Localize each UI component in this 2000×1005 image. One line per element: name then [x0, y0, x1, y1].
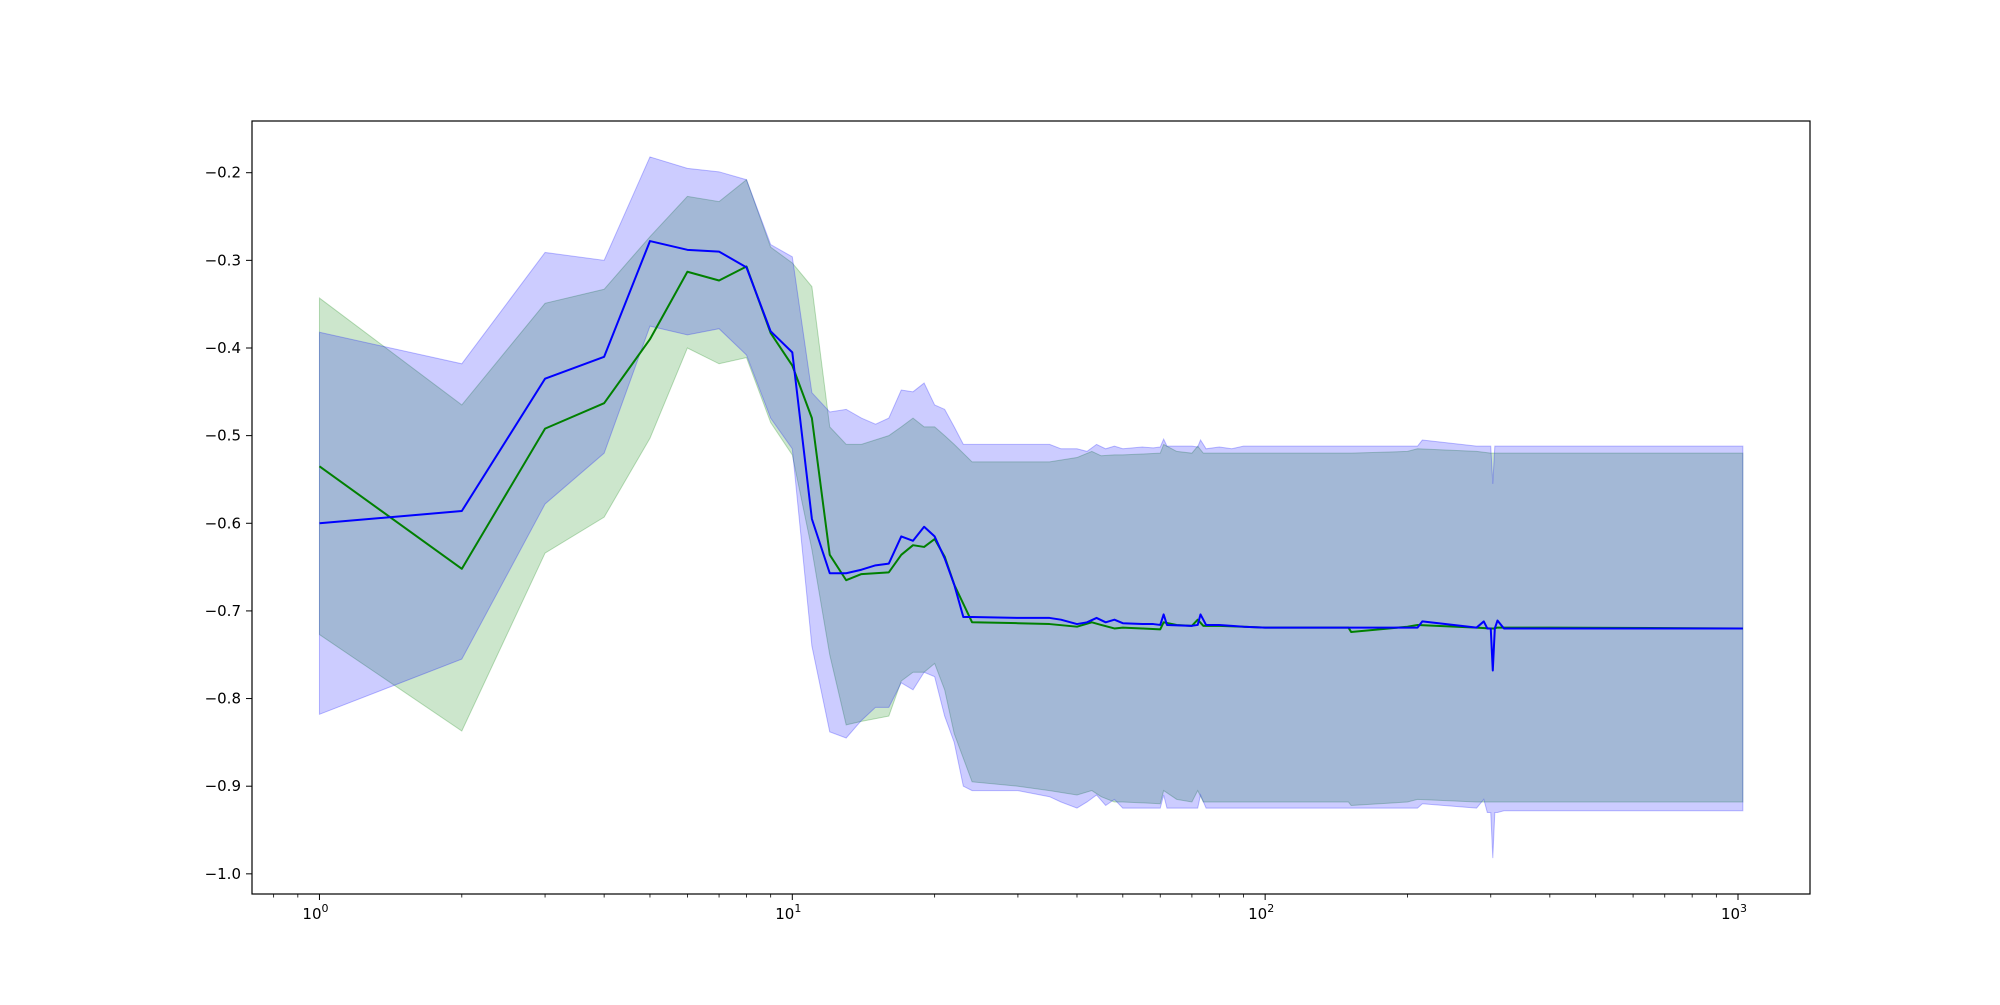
plot-area [318, 156, 1744, 859]
x-tick-label-exponent: 3 [1740, 902, 1747, 915]
y-tick-label: −0.4 [205, 339, 241, 357]
y-tick-label: −1.0 [205, 865, 241, 883]
x-tick-label: 102 [1248, 902, 1274, 923]
y-tick-label: −0.3 [205, 251, 241, 269]
x-tick-label-base: 10 [1721, 905, 1740, 923]
x-tick-label-exponent: 1 [794, 902, 801, 915]
x-tick-label-base: 10 [775, 905, 794, 923]
y-tick-label: −0.7 [205, 602, 241, 620]
axes-frame [251, 120, 1811, 895]
x-tick-label-exponent: 2 [1267, 902, 1274, 915]
x-tick-label: 103 [1721, 902, 1747, 923]
y-tick-label: −0.9 [205, 777, 241, 795]
y-tick-label: −0.5 [205, 427, 241, 445]
x-tick-label-exponent: 0 [322, 902, 329, 915]
x-tick-label-base: 10 [1248, 905, 1267, 923]
x-tick-label: 100 [302, 902, 328, 923]
y-tick-label: −0.2 [205, 164, 241, 182]
x-tick-label-base: 10 [302, 905, 321, 923]
y-tick-label: −0.6 [205, 514, 241, 532]
series-0-line [318, 265, 1743, 633]
x-tick-label: 101 [775, 902, 801, 923]
series-0-confidence-band [318, 178, 1744, 806]
series-1-line [319, 240, 1743, 672]
series-1-confidence-band [318, 156, 1744, 859]
y-tick-label: −0.8 [205, 690, 241, 708]
